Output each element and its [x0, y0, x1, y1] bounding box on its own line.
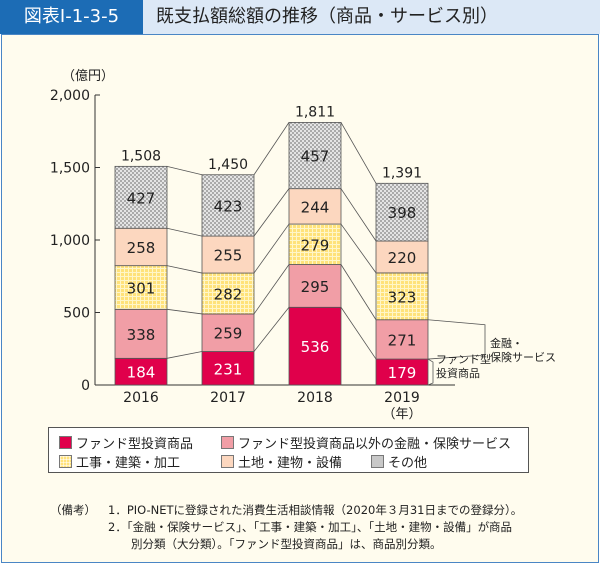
note-item: 別分類（大分類）。「ファンド型投資商品」は、商品別分類。: [108, 537, 442, 551]
connector-line: [340, 223, 377, 274]
bar-segment: [114, 165, 168, 229]
bar-segment: [288, 264, 342, 308]
legend-label: ファンド型投資商品: [76, 437, 194, 452]
connector-line: [166, 265, 203, 274]
legend: ファンド型投資商品 ファンド型投資商品以外の金融・保険サービス 工事・建築・加工…: [48, 427, 529, 473]
connector-line: [340, 307, 377, 360]
legend-label: 工事・建築・加工: [76, 456, 181, 471]
note-item: 1．PIO-NETに登録された消費生活相談情報（2020年３月31日までの登録分…: [108, 503, 523, 517]
data-label: 295: [301, 278, 330, 296]
y-tick-label: 1,000: [50, 233, 90, 249]
total-label: 1,391: [382, 165, 422, 181]
legend-swatch: [221, 436, 234, 449]
bar-segment: [288, 223, 342, 265]
data-label: 301: [127, 279, 156, 297]
notes: （備考） 1．PIO-NETに登録された消費生活相談情報（2020年３月31日ま…: [50, 502, 522, 553]
connector-line: [253, 223, 290, 274]
legend-item: ファンド型投資商品以外の金融・保険サービス: [221, 433, 511, 452]
total-label: 1,811: [295, 104, 335, 120]
legend-swatch: [221, 455, 234, 468]
data-label: 323: [388, 288, 417, 306]
data-label: 279: [301, 236, 330, 254]
y-tick-label: 500: [63, 306, 90, 322]
y-tick-label: 1,500: [50, 161, 90, 177]
bar-segment: [201, 272, 255, 315]
connector-line: [340, 264, 377, 320]
fund-bracket: [427, 358, 434, 386]
data-label: 457: [301, 148, 330, 166]
connector-line: [253, 122, 290, 175]
finance-annotation-line2: 保険サービス: [490, 350, 556, 364]
bar-segment: [114, 265, 168, 310]
x-tick-label: 2016: [123, 390, 159, 406]
bar-segment: [375, 240, 429, 274]
data-label: 423: [214, 197, 243, 215]
bar-segment: [288, 122, 342, 190]
legend-swatch: [371, 455, 384, 468]
figure-id: 図表Ⅰ-1-3-5: [0, 0, 143, 34]
connector-line: [340, 122, 377, 184]
legend-item: その他: [371, 452, 427, 471]
bar-segment: [288, 188, 342, 225]
note-item: 2．「金融・保険サービス」、「工事・建築・加工」、「土地・建物・設備」が商品: [108, 520, 513, 534]
x-tick-label: 2018: [297, 390, 333, 406]
data-label: 259: [214, 325, 243, 343]
legend-label: 土地・建物・設備: [238, 456, 343, 471]
legend-swatch: [59, 436, 72, 449]
connector-line: [253, 307, 290, 352]
bar-segment: [288, 306, 342, 386]
bar-segment: [375, 319, 429, 360]
legend-label: ファンド型投資商品以外の金融・保険サービス: [238, 437, 512, 452]
connector-line: [166, 308, 203, 315]
connector-line: [253, 264, 290, 315]
data-label: 244: [301, 198, 330, 216]
notes-label: （備考）: [50, 503, 96, 517]
bar-segment: [375, 272, 429, 321]
data-label: 282: [214, 286, 243, 304]
legend-item: 土地・建物・設備: [221, 452, 342, 471]
bar-segment: [114, 227, 168, 267]
bar-segment: [201, 235, 255, 274]
figure-title: 既支払額総額の推移（商品・サービス別）: [156, 6, 498, 27]
bar-segment: [201, 351, 255, 386]
data-label: 398: [388, 204, 417, 222]
x-tick-label: 2019: [384, 390, 420, 406]
finance-bracket: [427, 319, 486, 360]
total-label: 1,450: [208, 157, 248, 173]
legend-item: ファンド型投資商品: [59, 433, 193, 452]
data-label: 231: [214, 360, 243, 378]
connector-line: [166, 351, 203, 359]
connector-line: [253, 188, 290, 237]
data-label: 338: [127, 326, 156, 344]
legend-swatch: [59, 455, 72, 468]
legend-item: 工事・建築・加工: [59, 452, 180, 471]
connector-line: [340, 188, 377, 242]
y-tick-label: 2,000: [50, 88, 90, 104]
connector-line: [166, 227, 203, 237]
total-label: 1,508: [121, 148, 161, 164]
data-label: 271: [388, 331, 417, 349]
fund-annotation-line2: 投資商品: [436, 366, 480, 380]
y-tick-label: 0: [81, 378, 90, 394]
bar-segment: [375, 182, 429, 242]
data-label: 536: [301, 338, 330, 356]
legend-label: その他: [388, 456, 428, 471]
data-label: 258: [127, 239, 156, 257]
x-tick-label: 2017: [210, 390, 246, 406]
data-label: 220: [388, 249, 417, 267]
fund-annotation-line1: ファンド型: [436, 352, 491, 366]
figure-header: 図表Ⅰ-1-3-5 既支払額総額の推移（商品・サービス別）: [0, 0, 600, 34]
data-label: 255: [214, 247, 243, 265]
data-label: 179: [388, 364, 417, 382]
data-label: 184: [127, 364, 156, 382]
x-axis-label: （年）: [382, 407, 421, 422]
finance-annotation-line1: 金融・: [490, 336, 523, 350]
connector-line: [166, 165, 203, 176]
bar-segment: [375, 358, 429, 386]
y-axis-label: （億円）: [62, 68, 114, 84]
data-label: 427: [127, 189, 156, 207]
bar-segment: [201, 174, 255, 237]
